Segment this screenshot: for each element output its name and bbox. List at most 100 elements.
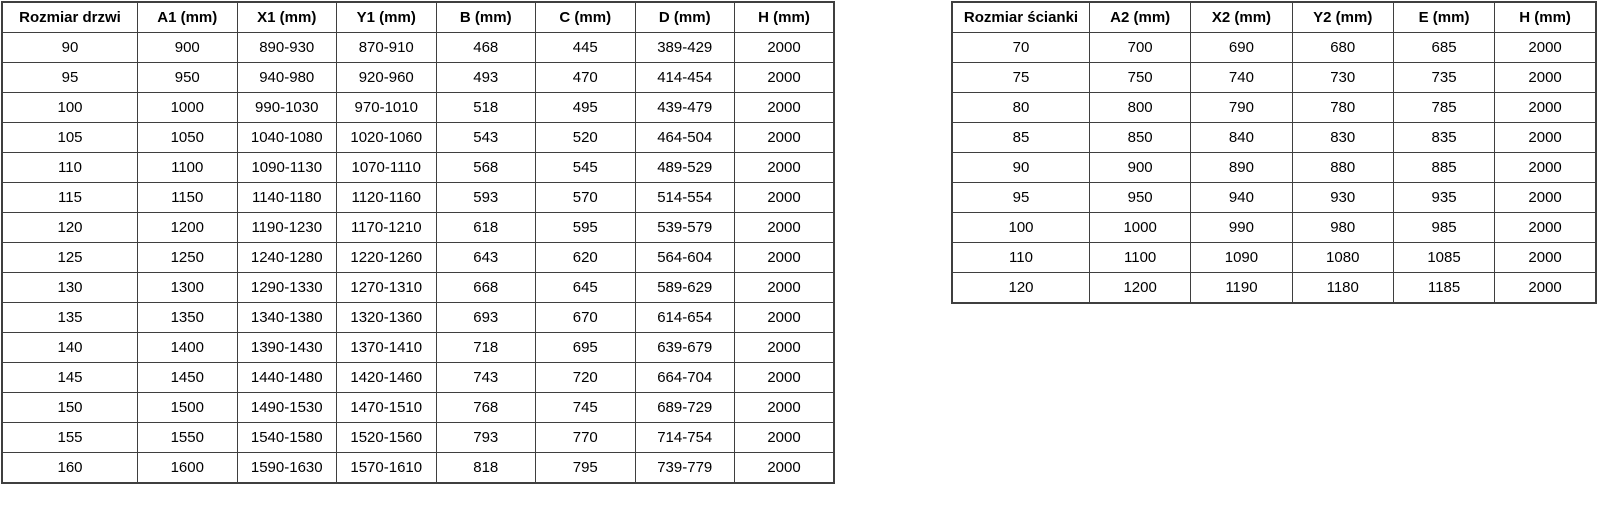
table-row: 105 1050 1040-1080 1020-1060 543 520 464-504 20… (1, 122, 835, 153)
table-cell: 2000 (734, 212, 835, 243)
table-cell: 1020-1060 (336, 122, 437, 153)
column-header: Rozmiar drzwi (1, 1, 138, 33)
table-row: 140 1400 1390-1430 1370-1410 718 695 639-679 20… (1, 332, 835, 363)
door-size-table: Rozmiar drzwi A1 (mm) X1 (mm) Y1 (mm) B (mm)… (1, 1, 835, 484)
wall-size-table: Rozmiar ścianki A2 (mm) X2 (mm) Y2 (mm) E (m… (951, 1, 1597, 304)
table-cell: 160 (1, 452, 138, 484)
table-cell: 155 (1, 422, 138, 453)
table-cell: 735 (1392, 62, 1496, 93)
table-cell: 1320-1360 (336, 302, 437, 333)
table-cell: 1100 (1088, 242, 1192, 273)
table-cell: 1185 (1392, 272, 1496, 304)
table-cell: 2000 (1494, 212, 1597, 243)
table-cell: 668 (435, 272, 536, 303)
column-header: X1 (mm) (236, 1, 337, 33)
table-cell: 880 (1291, 152, 1394, 183)
table-cell: 100 (951, 212, 1090, 243)
table-cell: 980 (1291, 212, 1394, 243)
table-cell: 543 (435, 122, 536, 153)
table-cell: 445 (535, 32, 636, 63)
table-cell: 2000 (1494, 182, 1597, 213)
table-cell: 1390-1430 (236, 332, 337, 363)
table-cell: 1600 (137, 452, 238, 484)
table-cell: 1550 (137, 422, 238, 453)
table-cell: 695 (535, 332, 636, 363)
table-cell: 539-579 (634, 212, 735, 243)
table-cell: 785 (1392, 92, 1496, 123)
table-cell: 1590-1630 (236, 452, 337, 484)
table-row: 75 750 740 730 735 2000 (951, 62, 1597, 93)
table-cell: 1420-1460 (336, 362, 437, 393)
table-cell: 120 (951, 272, 1090, 304)
table-cell: 90 (951, 152, 1090, 183)
table-cell: 2000 (1494, 62, 1597, 93)
table-cell: 2000 (1494, 152, 1597, 183)
table-cell: 990 (1190, 212, 1293, 243)
table-cell: 1270-1310 (336, 272, 437, 303)
table-cell: 593 (435, 182, 536, 213)
column-header: A1 (mm) (137, 1, 238, 33)
table-cell: 545 (535, 152, 636, 183)
table-cell: 664-704 (634, 362, 735, 393)
table-cell: 1100 (137, 152, 238, 183)
table-cell: 2000 (734, 332, 835, 363)
column-header: Y2 (mm) (1291, 1, 1394, 33)
table-cell: 639-679 (634, 332, 735, 363)
table-cell: 1470-1510 (336, 392, 437, 423)
table-cell: 930 (1291, 182, 1394, 213)
table-cell: 870-910 (336, 32, 437, 63)
table-cell: 2000 (734, 62, 835, 93)
table-row: 110 1100 1090 1080 1085 2000 (951, 242, 1597, 273)
column-header: Y1 (mm) (336, 1, 437, 33)
table-cell: 693 (435, 302, 536, 333)
table-cell: 1570-1610 (336, 452, 437, 484)
table-cell: 135 (1, 302, 138, 333)
table-cell: 2000 (1494, 32, 1597, 63)
table-cell: 439-479 (634, 92, 735, 123)
table-cell: 940 (1190, 182, 1293, 213)
column-header: C (mm) (535, 1, 636, 33)
column-header: X2 (mm) (1190, 1, 1293, 33)
table-cell: 105 (1, 122, 138, 153)
table-cell: 900 (137, 32, 238, 63)
column-header: H (mm) (1494, 1, 1597, 33)
table-cell: 568 (435, 152, 536, 183)
table-row: 100 1000 990-1030 970-1010 518 495 439-479 2000 (1, 92, 835, 123)
table-cell: 890-930 (236, 32, 337, 63)
table-cell: 1050 (137, 122, 238, 153)
table-cell: 1140-1180 (236, 182, 337, 213)
table-cell: 1090-1130 (236, 152, 337, 183)
table-row: 135 1350 1340-1380 1320-1360 693 670 614-654 20… (1, 302, 835, 333)
table-cell: 145 (1, 362, 138, 393)
table-cell: 689-729 (634, 392, 735, 423)
table-cell: 85 (951, 122, 1090, 153)
table-cell: 2000 (734, 92, 835, 123)
table-cell: 1085 (1392, 242, 1496, 273)
table-cell: 1200 (1088, 272, 1192, 304)
table-cell: 2000 (734, 182, 835, 213)
table-cell: 140 (1, 332, 138, 363)
table-cell: 739-779 (634, 452, 735, 484)
table-cell: 493 (435, 62, 536, 93)
column-header: E (mm) (1392, 1, 1496, 33)
table-cell: 70 (951, 32, 1090, 63)
table-cell: 589-629 (634, 272, 735, 303)
table-cell: 110 (951, 242, 1090, 273)
table-cell: 120 (1, 212, 138, 243)
table-cell: 2000 (734, 362, 835, 393)
table-row: 150 1500 1490-1530 1470-1510 768 745 689-729 20… (1, 392, 835, 423)
table-row: 130 1300 1290-1330 1270-1310 668 645 589-629 20… (1, 272, 835, 303)
table-cell: 2000 (1494, 92, 1597, 123)
table-cell: 840 (1190, 122, 1293, 153)
table-cell: 468 (435, 32, 536, 63)
table-cell: 110 (1, 152, 138, 183)
table-cell: 100 (1, 92, 138, 123)
table-cell: 950 (1088, 182, 1192, 213)
table-cell: 835 (1392, 122, 1496, 153)
table-cell: 818 (435, 452, 536, 484)
table-cell: 1080 (1291, 242, 1394, 273)
table-cell: 714-754 (634, 422, 735, 453)
table-cell: 564-604 (634, 242, 735, 273)
table-cell: 1350 (137, 302, 238, 333)
table-row: 80 800 790 780 785 2000 (951, 92, 1597, 123)
